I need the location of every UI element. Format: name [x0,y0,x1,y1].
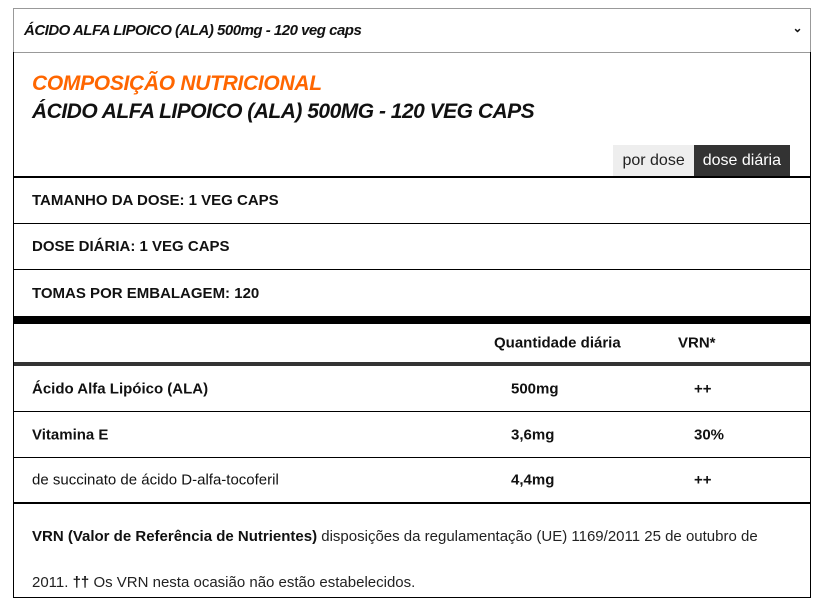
nutrient-quantity: 500mg [511,380,559,397]
product-title: ÁCIDO ALFA LIPOICO (ALA) 500MG - 120 VEG… [32,100,535,123]
servings-per-pack: TOMAS POR EMBALAGEM: 120 [14,270,810,324]
nutrient-quantity: 4,4mg [511,471,555,489]
footnote-bold: VRN (Valor de Referência de Nutrientes) [32,528,318,545]
footnote-text-2: Os VRN nesta ocasião não estão estabelec… [89,574,416,591]
nutrient-name: Vitamina E [32,426,109,443]
nutrient-vrn: 30% [694,426,725,443]
table-row: de succinato de ácido D-alfa-tocoferil 4… [14,458,810,504]
header-vrn: VRN* [678,334,716,352]
nutrient-name: de succinato de ácido D-alfa-tocoferil [32,471,279,489]
nutrition-panel: COMPOSIÇÃO NUTRICIONAL ÁCIDO ALFA LIPOIC… [13,52,811,598]
header-quantity: Quantidade diária [494,334,621,352]
tab-dose-diaria[interactable]: dose diária [693,145,790,176]
nutrient-name: Ácido Alfa Lipóico (ALA) [32,380,209,397]
table-row: Vitamina E 3,6mg 30% [14,412,810,458]
dose-size: TAMANHO DA DOSE: 1 VEG CAPS [14,178,810,224]
product-select-value: ÁCIDO ALFA LIPOICO (ALA) 500mg - 120 veg… [24,22,362,39]
footnote-text: disposições da regulamentação (UE) 1169/… [32,528,758,591]
footnote-dagger: †† [72,574,90,591]
tab-por-dose[interactable]: por dose [613,145,694,176]
chevron-down-icon: ⌄ [792,21,802,35]
footnote: VRN (Valor de Referência de Nutrientes) … [14,504,810,616]
dose-tabs: por dose dose diária [613,145,790,176]
section-title: COMPOSIÇÃO NUTRICIONAL [32,72,322,95]
nutrient-vrn: ++ [694,471,712,489]
product-select[interactable]: ÁCIDO ALFA LIPOICO (ALA) 500mg - 120 veg… [13,8,811,53]
nutrient-vrn: ++ [694,380,712,397]
nutrient-quantity: 3,6mg [511,426,555,443]
table-row: Ácido Alfa Lipóico (ALA) 500mg ++ [14,366,810,412]
daily-dose: DOSE DIÁRIA: 1 VEG CAPS [14,224,810,270]
panel-header: COMPOSIÇÃO NUTRICIONAL ÁCIDO ALFA LIPOIC… [14,52,810,178]
table-header: Quantidade diária VRN* [14,324,810,366]
